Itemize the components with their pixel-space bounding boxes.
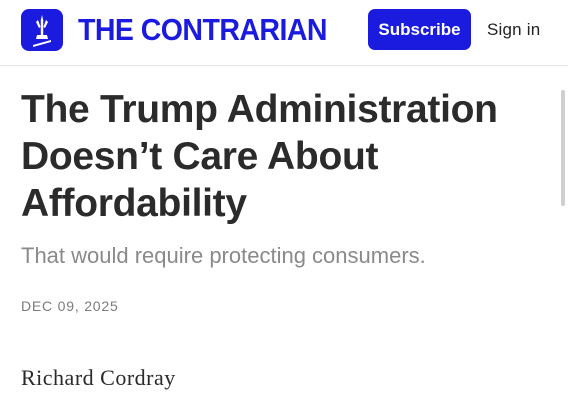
monument-icon[interactable]	[21, 9, 63, 51]
article-subtitle: That would require protecting consumers.	[21, 243, 426, 268]
subscribe-button[interactable]: Subscribe	[368, 9, 471, 50]
scrollbar-thumb[interactable]	[561, 90, 565, 206]
article-title: The Trump Administration Doesn’t Care Ab…	[21, 88, 498, 225]
scrollbar[interactable]	[558, 66, 568, 407]
author-name[interactable]: Richard Cordray	[21, 365, 176, 390]
publish-date: DEC 09, 2025	[21, 298, 119, 314]
site-title[interactable]: THE CONTRARIAN	[78, 12, 327, 47]
sign-in-link[interactable]: Sign in	[487, 20, 541, 39]
site-header: THE CONTRARIAN Subscribe Sign in	[0, 0, 568, 66]
